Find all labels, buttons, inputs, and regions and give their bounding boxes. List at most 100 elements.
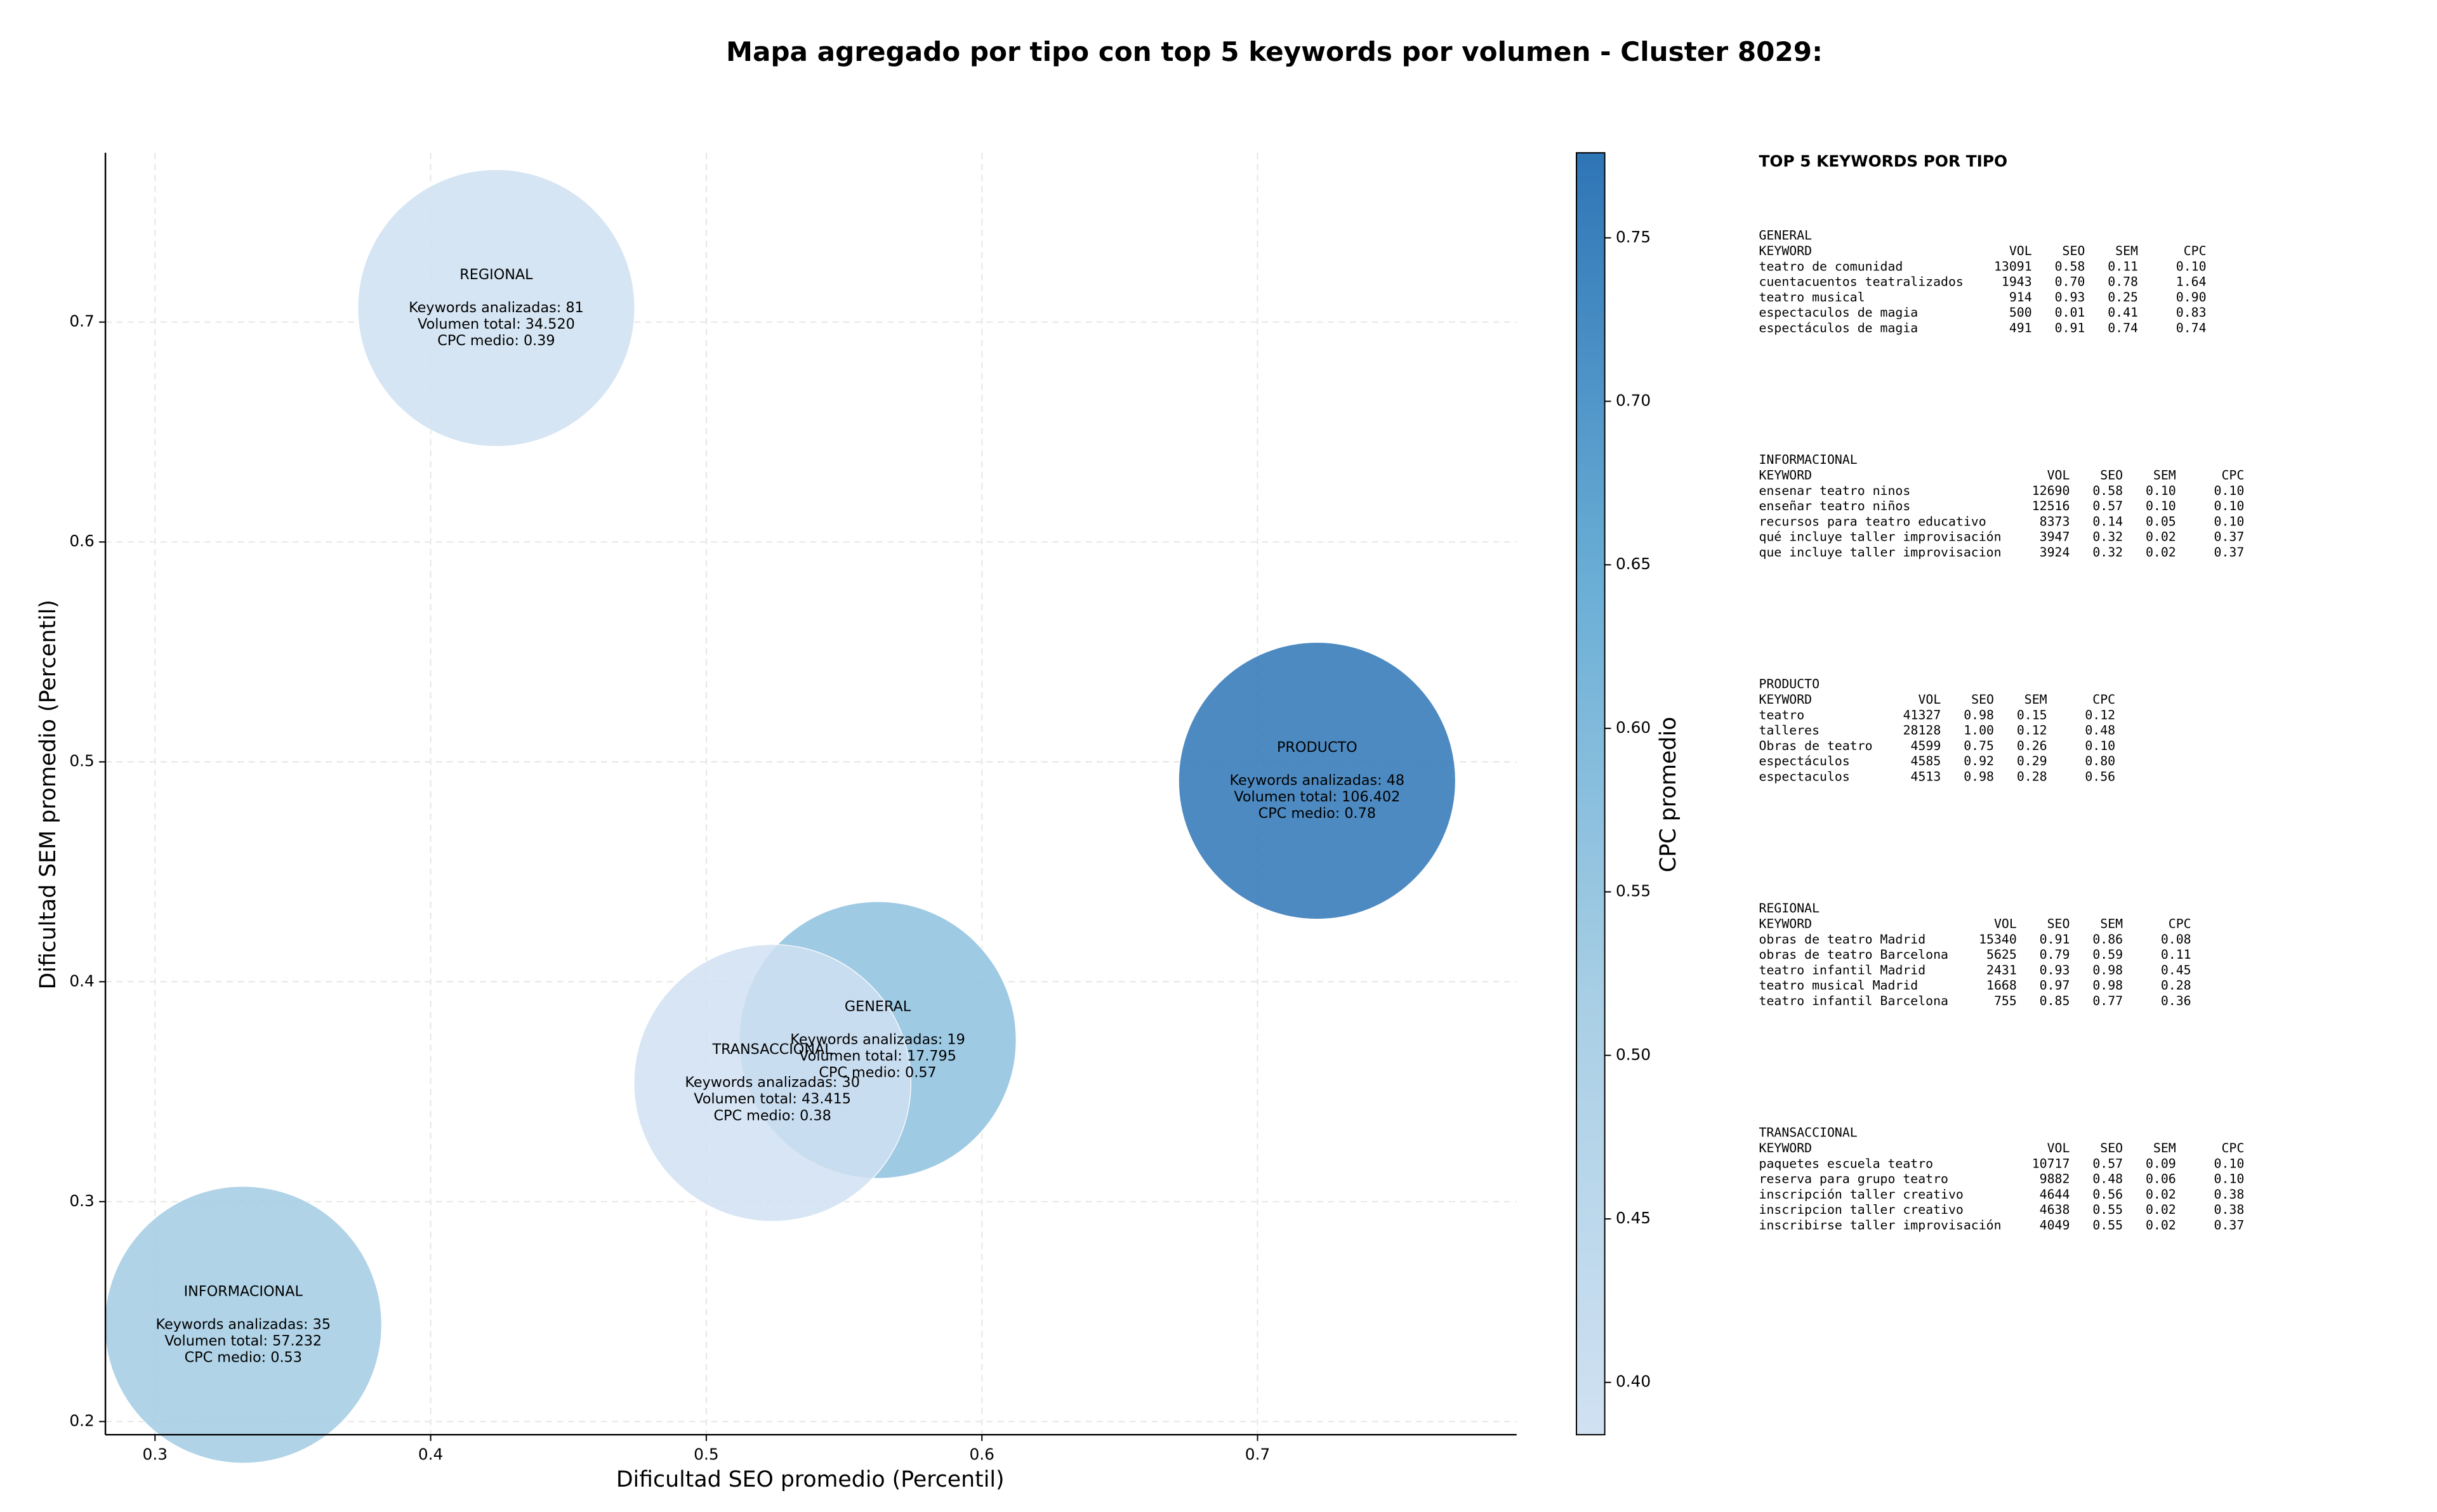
table-cell: 0.05 [2146, 514, 2176, 529]
column-header: VOL [1994, 917, 2017, 931]
table-cell: 914 [2009, 290, 2032, 305]
table-cell: 0.56 [2092, 1187, 2123, 1202]
table-cell: 41327 [1903, 707, 1941, 722]
table-cell: 0.86 [2092, 932, 2123, 947]
table-cell: 2431 [1986, 963, 2017, 977]
table-cell: 0.10 [2214, 499, 2245, 513]
table-cell: 0.10 [2214, 1156, 2245, 1171]
table-cell: 0.38 [2214, 1187, 2245, 1202]
bubble-annotation: Volumen total: 43.415 [694, 1091, 851, 1107]
table-cell: 1.64 [2176, 275, 2207, 289]
y-tick-label: 0.6 [69, 532, 94, 550]
table-cell: 9882 [2040, 1172, 2070, 1187]
table-cell: 0.74 [2108, 320, 2138, 335]
table-cell: 0.32 [2092, 545, 2123, 560]
table-cell: 3924 [2040, 545, 2070, 560]
table-cell: espectaculos [1759, 769, 1850, 784]
colorbar-tick-label: 0.75 [1616, 228, 1651, 246]
table-cell: 0.77 [2092, 994, 2123, 1008]
colorbar-scale [1575, 152, 1606, 1436]
table-cell: teatro [1759, 707, 1805, 722]
table-cell: 4513 [1911, 769, 1941, 784]
panel-title: TOP 5 KEYWORDS POR TIPO [1759, 152, 2008, 171]
table-cell: 491 [2009, 320, 2032, 335]
table-cell: 0.91 [2040, 932, 2070, 947]
group-name: PRODUCTO [1759, 677, 1820, 692]
column-header: SEO [2047, 917, 2070, 931]
table-cell: 0.10 [2176, 259, 2207, 273]
column-header: SEO [2100, 468, 2123, 482]
colorbar-tick-label: 0.45 [1616, 1209, 1651, 1227]
column-header: CPC [2169, 917, 2191, 931]
table-cell: 0.02 [2146, 1218, 2176, 1232]
table-cell: 13091 [1994, 259, 2032, 273]
table-cell: Obras de teatro [1759, 739, 1873, 753]
table-cell: 0.10 [2214, 483, 2245, 498]
table-cell: 0.90 [2176, 290, 2207, 305]
x-tick-label: 0.6 [969, 1445, 994, 1463]
table-cell: talleres [1759, 723, 1820, 738]
bubble-annotation: CPC medio: 0.57 [819, 1065, 936, 1081]
table-cell: inscripción taller creativo [1759, 1187, 1964, 1202]
colorbar-tick-label: 0.55 [1616, 882, 1651, 900]
table-cell: 0.57 [2092, 499, 2123, 513]
table-cell: 0.92 [1964, 754, 1994, 768]
table-cell: 0.70 [2055, 275, 2085, 289]
column-header: CPC [2184, 244, 2207, 258]
table-cell: 4638 [2040, 1202, 2070, 1217]
table-cell: reserva para grupo teatro [1759, 1172, 1948, 1187]
column-header: SEO [2063, 244, 2085, 258]
column-header: KEYWORD [1759, 244, 1813, 258]
colorbar-tick-label: 0.60 [1616, 718, 1651, 737]
table-cell: 10717 [2032, 1156, 2070, 1171]
table-cell: 0.93 [2055, 290, 2085, 305]
table-cell: 0.56 [2085, 769, 2115, 784]
table-cell: 4049 [2040, 1218, 2070, 1232]
table-cell: 15340 [1979, 932, 2017, 947]
column-header: CPC [2221, 1141, 2244, 1155]
bubble-name: TRANSACCIONAL [712, 1041, 833, 1058]
table-cell: 0.37 [2214, 545, 2245, 560]
bubble-annotation: CPC medio: 0.78 [1258, 805, 1376, 822]
column-header: SEM [2100, 917, 2123, 931]
table-cell: 0.98 [2092, 963, 2123, 977]
group-name: REGIONAL [1759, 901, 1820, 916]
column-header: SEO [2100, 1141, 2123, 1155]
table-cell: 0.10 [2214, 1172, 2245, 1187]
y-tick-label: 0.7 [69, 312, 94, 331]
table-cell: 0.14 [2092, 514, 2123, 529]
x-axis-label: Dificultad SEO promedio (Percentil) [616, 1467, 1005, 1492]
table-cell: 12516 [2032, 499, 2070, 513]
table-cell: cuentacuentos teatralizados [1759, 275, 1964, 289]
table-cell: 0.38 [2214, 1202, 2245, 1217]
table-cell: 0.97 [2040, 978, 2070, 993]
x-tick-label: 0.4 [418, 1445, 443, 1463]
colorbar-label: CPC promedio [1656, 717, 1681, 872]
table-cell: 12690 [2032, 483, 2070, 498]
table-cell: teatro infantil Barcelona [1759, 994, 1948, 1008]
column-header: KEYWORD [1759, 1141, 1813, 1155]
table-cell: 0.98 [1964, 707, 1994, 722]
table-cell: 0.79 [2040, 947, 2070, 962]
bubble-annotation: CPC medio: 0.39 [437, 332, 555, 349]
table-cell: 0.10 [2146, 483, 2176, 498]
table-cell: 0.02 [2146, 1202, 2176, 1217]
x-tick-label: 0.5 [694, 1445, 718, 1463]
group-name: INFORMACIONAL [1759, 452, 1858, 467]
bubble [633, 943, 911, 1222]
table-cell: 0.36 [2161, 994, 2191, 1008]
table-cell: 0.25 [2108, 290, 2138, 305]
column-header: SEM [2153, 468, 2176, 482]
table-cell: que incluye taller improvisacion [1759, 545, 2002, 560]
column-header: CPC [2092, 692, 2115, 707]
table-cell: 0.59 [2092, 947, 2123, 962]
group-name: TRANSACCIONAL [1759, 1126, 1858, 1140]
axes: 0.3 0.4 0.5 0.6 0.7 0.2 0.3 0.4 0.5 0.6 0.7 [69, 152, 1517, 1463]
table-cell: espectaculos de magia [1759, 305, 1919, 320]
table-cell: recursos para teatro educativo [1759, 514, 1986, 529]
column-header: VOL [1918, 692, 1941, 707]
column-header: SEO [1971, 692, 1994, 707]
table-cell: inscribirse taller improvisación [1759, 1218, 2002, 1232]
